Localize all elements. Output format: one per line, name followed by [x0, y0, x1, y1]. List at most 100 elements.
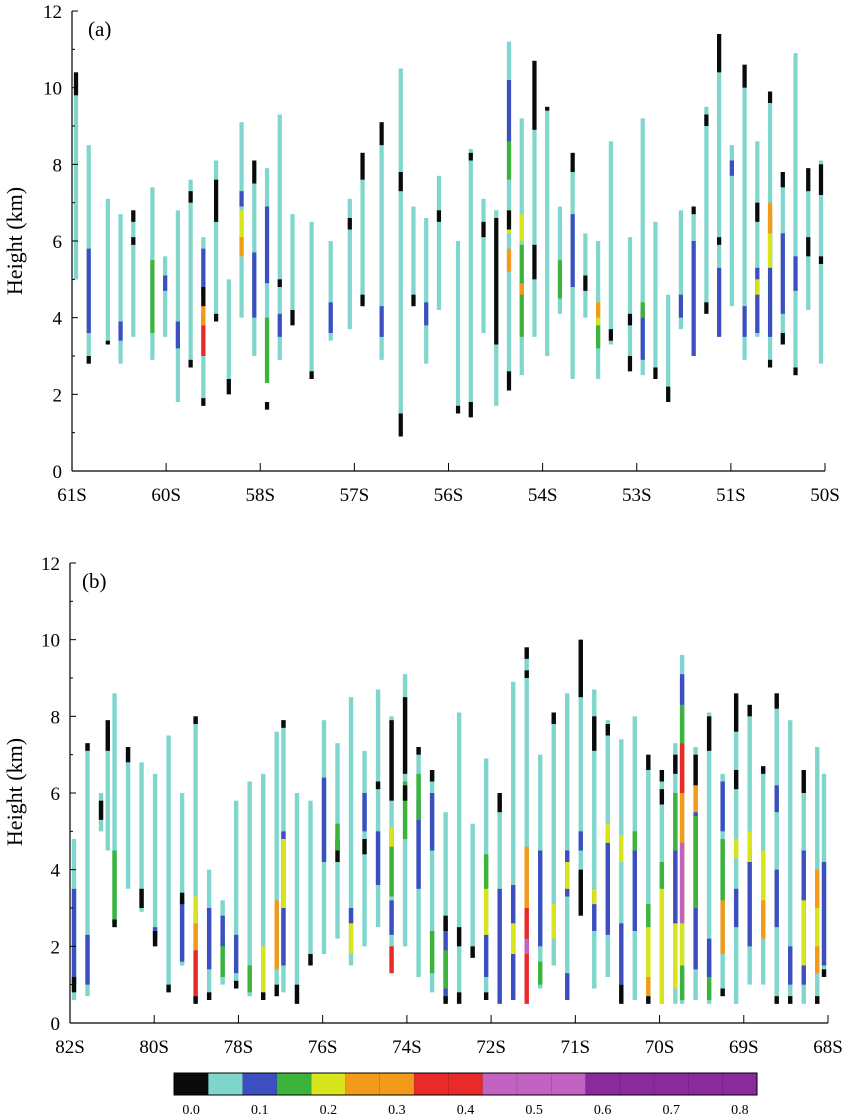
column-base — [557, 206, 563, 314]
column-segment — [416, 800, 421, 889]
y-tick-label: 2 — [53, 385, 63, 406]
column-segment — [524, 647, 529, 659]
column-segment — [506, 248, 512, 272]
column-base — [793, 53, 798, 376]
column-segment — [673, 754, 678, 774]
column-segment — [152, 931, 158, 947]
column-segment — [538, 961, 543, 985]
column-segment — [213, 313, 219, 322]
x-tick-label: 56S — [434, 485, 464, 506]
column-segment — [506, 141, 512, 180]
column-base — [166, 735, 171, 993]
a-column-17 — [309, 221, 314, 379]
colorbar-swatch — [276, 1072, 312, 1096]
column-segment — [260, 946, 266, 993]
column-segment — [747, 831, 752, 862]
column-segment — [360, 294, 365, 307]
column-base — [653, 221, 658, 379]
column-segment — [321, 777, 327, 862]
column-base — [105, 198, 110, 345]
column-segment — [389, 900, 394, 935]
b-column-13 — [233, 800, 239, 989]
column-segment — [774, 693, 779, 709]
a-column-5 — [150, 187, 155, 360]
b-column-4 — [112, 693, 117, 928]
column-segment — [347, 218, 352, 230]
column-segment — [379, 306, 384, 337]
colorbar-tick-label: 0.1 — [251, 1103, 269, 1117]
column-segment — [233, 934, 239, 974]
x-tick-label: 53S — [622, 485, 652, 506]
x-tick-label: 72S — [476, 1037, 506, 1058]
column-segment — [125, 747, 131, 763]
panel-b-ylabel: Height (km) — [2, 738, 27, 846]
column-base — [347, 198, 352, 330]
x-tick-label: 74S — [392, 1037, 422, 1058]
column-base — [85, 743, 90, 997]
column-segment — [247, 965, 252, 993]
column-segment — [592, 716, 597, 751]
column-base — [565, 693, 570, 1000]
y-tick-label: 8 — [51, 707, 61, 728]
column-base — [73, 72, 79, 280]
column-segment — [309, 371, 314, 379]
column-segment — [398, 172, 403, 192]
b-column-49 — [706, 712, 712, 1004]
x-tick-label: 80S — [139, 1037, 169, 1058]
b-column-29 — [443, 812, 448, 1004]
column-segment — [747, 704, 752, 717]
b-column-38 — [565, 693, 570, 1000]
column-segment — [760, 869, 766, 939]
column-base — [118, 214, 123, 364]
b-column-30 — [456, 712, 462, 1004]
column-segment — [443, 950, 448, 989]
column-segment — [704, 114, 709, 126]
b-column-55 — [788, 720, 793, 1004]
column-segment — [627, 356, 633, 372]
a-column-20 — [360, 152, 365, 307]
a-column-7 — [175, 210, 180, 402]
column-segment — [233, 980, 239, 989]
b-column-33 — [497, 793, 502, 1004]
column-segment — [483, 877, 489, 935]
column-segment — [693, 816, 698, 908]
b-column-52 — [747, 704, 752, 985]
a-column-19 — [347, 198, 352, 330]
a-column-35 — [570, 152, 575, 379]
y-tick-label: 6 — [53, 232, 63, 253]
a-column-8 — [188, 179, 193, 368]
column-segment — [290, 310, 295, 326]
a-column-1 — [86, 145, 91, 364]
column-segment — [578, 831, 583, 851]
b-column-43 — [632, 716, 638, 1000]
column-base — [163, 256, 168, 337]
b-column-18 — [294, 793, 300, 1004]
column-segment — [653, 367, 658, 379]
column-segment — [570, 152, 575, 172]
column-segment — [239, 210, 244, 238]
column-segment — [112, 850, 117, 924]
colorbar-tick-label: 0.0 — [182, 1103, 200, 1117]
a-column-26 — [455, 241, 461, 414]
column-segment — [720, 988, 725, 997]
column-base — [443, 812, 448, 1004]
colorbar-swatch — [653, 1072, 689, 1096]
column-segment — [659, 789, 665, 805]
column-segment — [767, 91, 773, 103]
column-base — [532, 60, 537, 337]
column-segment — [281, 839, 286, 908]
column-segment — [483, 934, 489, 977]
column-segment — [673, 850, 678, 924]
y-tick-label: 10 — [43, 79, 62, 100]
column-base — [179, 793, 185, 966]
a-column-27 — [468, 149, 473, 418]
b-column-15 — [260, 773, 266, 1000]
column-base — [646, 754, 651, 1004]
column-segment — [455, 405, 461, 414]
column-segment — [252, 252, 257, 318]
column-base — [139, 762, 144, 912]
x-tick-label: 71S — [561, 1037, 591, 1058]
column-segment — [220, 915, 225, 947]
column-segment — [788, 946, 793, 985]
column-base — [592, 689, 597, 989]
